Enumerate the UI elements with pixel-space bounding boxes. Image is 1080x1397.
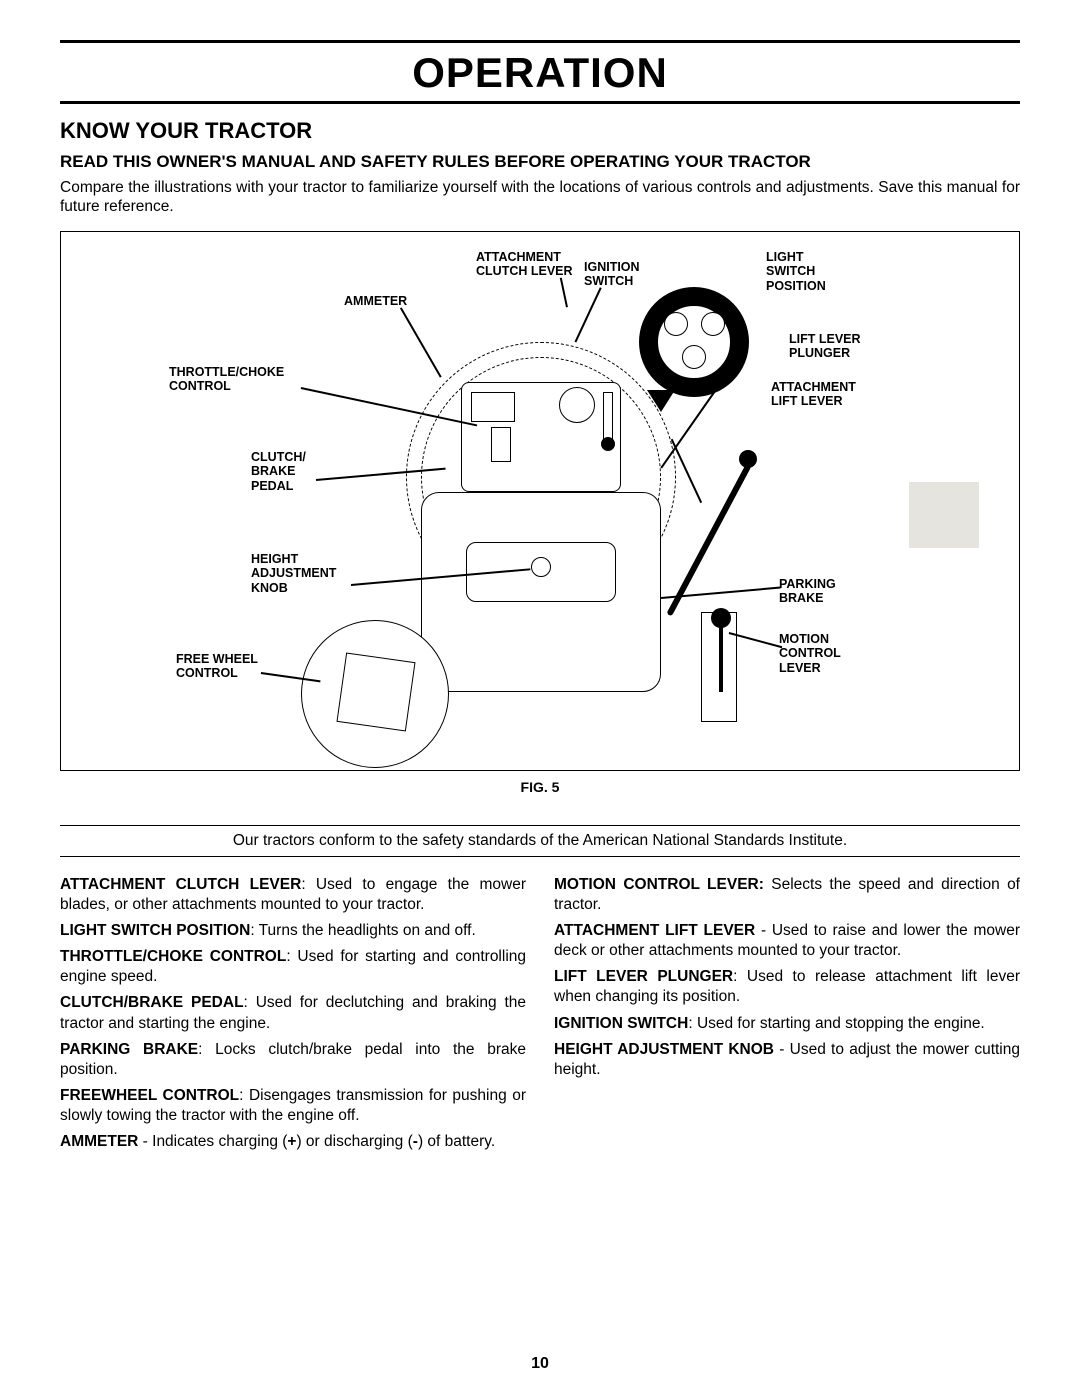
switch-key-icon xyxy=(682,345,706,369)
definition-term: HEIGHT ADJUSTMENT KNOB xyxy=(554,1041,774,1058)
definition-term: AMMETER xyxy=(60,1133,138,1150)
definition-item: AMMETER - Indicates charging (+) or disc… xyxy=(60,1132,526,1152)
definition-item: MOTION CONTROL LEVER: Selects the speed … xyxy=(554,875,1020,915)
label-lift-lever: ATTACHMENTLIFT LEVER xyxy=(771,380,856,409)
definition-term: IGNITION SWITCH xyxy=(554,1015,688,1032)
leader-ammeter xyxy=(400,307,441,377)
definition-term: FREEWHEEL CONTROL xyxy=(60,1087,239,1104)
switch-light-icon xyxy=(701,312,725,336)
label-height-knob: HEIGHTADJUSTMENTKNOB xyxy=(251,552,336,595)
freewheel-plate xyxy=(336,652,415,731)
standards-rule-bottom xyxy=(60,856,1020,857)
definition-item: THROTTLE/CHOKE CONTROL: Used for startin… xyxy=(60,947,526,987)
intro-text: Compare the illustrations with your trac… xyxy=(60,178,1020,217)
definition-item: CLUTCH/BRAKE PEDAL: Used for declutching… xyxy=(60,993,526,1033)
label-freewheel: FREE WHEELCONTROL xyxy=(176,652,258,681)
switch-pointer xyxy=(647,390,675,412)
throttle-slot xyxy=(491,427,511,462)
definition-term: ATTACHMENT LIFT LEVER xyxy=(554,922,755,939)
clutch-lever-knob xyxy=(601,437,615,451)
definitions-columns: ATTACHMENT CLUTCH LEVER: Used to engage … xyxy=(60,875,1020,1159)
label-brake-pedal: CLUTCH/BRAKEPEDAL xyxy=(251,450,306,493)
leader-clutchlever xyxy=(560,277,568,307)
definition-term: LIGHT SWITCH POSITION xyxy=(60,922,250,939)
clutch-lever-icon xyxy=(603,392,613,440)
definitions-left: ATTACHMENT CLUTCH LEVER: Used to engage … xyxy=(60,875,526,1159)
standards-block: Our tractors conform to the safety stand… xyxy=(60,825,1020,857)
label-ammeter: AMMETER xyxy=(344,294,407,308)
definition-text: : Turns the headlights on and off. xyxy=(250,922,475,939)
definition-term: PARKING BRAKE xyxy=(60,1041,198,1058)
top-rule xyxy=(60,40,1020,43)
definitions-right: MOTION CONTROL LEVER: Selects the speed … xyxy=(554,875,1020,1159)
label-parking-brake: PARKINGBRAKE xyxy=(779,577,836,606)
definition-item: ATTACHMENT LIFT LEVER - Used to raise an… xyxy=(554,921,1020,961)
ignition-switch-icon xyxy=(559,387,595,423)
section-title: KNOW YOUR TRACTOR xyxy=(60,118,1020,144)
standards-text: Our tractors conform to the safety stand… xyxy=(60,826,1020,856)
leader-ignition xyxy=(575,287,602,342)
definition-item: FREEWHEEL CONTROL: Disengages transmissi… xyxy=(60,1086,526,1126)
definition-term: ATTACHMENT CLUTCH LEVER xyxy=(60,876,301,893)
figure-caption: FIG. 5 xyxy=(60,779,1020,795)
label-lift-plunger: LIFT LEVERPLUNGER xyxy=(789,332,861,361)
definition-item: ATTACHMENT CLUTCH LEVER: Used to engage … xyxy=(60,875,526,915)
switch-stop-icon xyxy=(664,312,688,336)
grey-patch xyxy=(909,482,979,548)
definition-item: HEIGHT ADJUSTMENT KNOB - Used to adjust … xyxy=(554,1040,1020,1080)
definition-term: THROTTLE/CHOKE CONTROL xyxy=(60,948,286,965)
label-attachment-clutch-lever: ATTACHMENTCLUTCH LEVER xyxy=(476,250,573,279)
definition-term: MOTION CONTROL LEVER: xyxy=(554,876,764,893)
subhead: READ THIS OWNER'S MANUAL AND SAFETY RULE… xyxy=(60,152,1020,172)
definition-text: : Used for starting and stopping the eng… xyxy=(688,1015,984,1032)
definition-item: LIGHT SWITCH POSITION: Turns the headlig… xyxy=(60,921,526,941)
definition-item: IGNITION SWITCH: Used for starting and s… xyxy=(554,1014,1020,1034)
label-motion-lever: MOTIONCONTROLLEVER xyxy=(779,632,841,675)
definition-item: PARKING BRAKE: Locks clutch/brake pedal … xyxy=(60,1040,526,1080)
seat-knob xyxy=(531,557,551,577)
label-light-switch: LIGHTSWITCHPOSITION xyxy=(766,250,826,293)
definition-text: - Indicates charging (+) or discharging … xyxy=(138,1133,495,1150)
title-underline xyxy=(60,101,1020,104)
page-title: OPERATION xyxy=(60,49,1020,97)
lift-lever-knob xyxy=(739,450,757,468)
label-throttle: THROTTLE/CHOKECONTROL xyxy=(169,365,284,394)
definition-term: LIFT LEVER PLUNGER xyxy=(554,968,733,985)
definition-item: LIFT LEVER PLUNGER: Used to release atta… xyxy=(554,967,1020,1007)
label-ignition-switch: IGNITIONSWITCH xyxy=(584,260,640,289)
motion-lever-shaft xyxy=(719,622,723,692)
ammeter-gauge xyxy=(471,392,515,422)
motion-lever-knob xyxy=(711,608,731,628)
figure-5-diagram: ATTACHMENTCLUTCH LEVER IGNITIONSWITCH LI… xyxy=(60,231,1020,771)
page-number: 10 xyxy=(0,1355,1080,1373)
definition-term: CLUTCH/BRAKE PEDAL xyxy=(60,994,244,1011)
